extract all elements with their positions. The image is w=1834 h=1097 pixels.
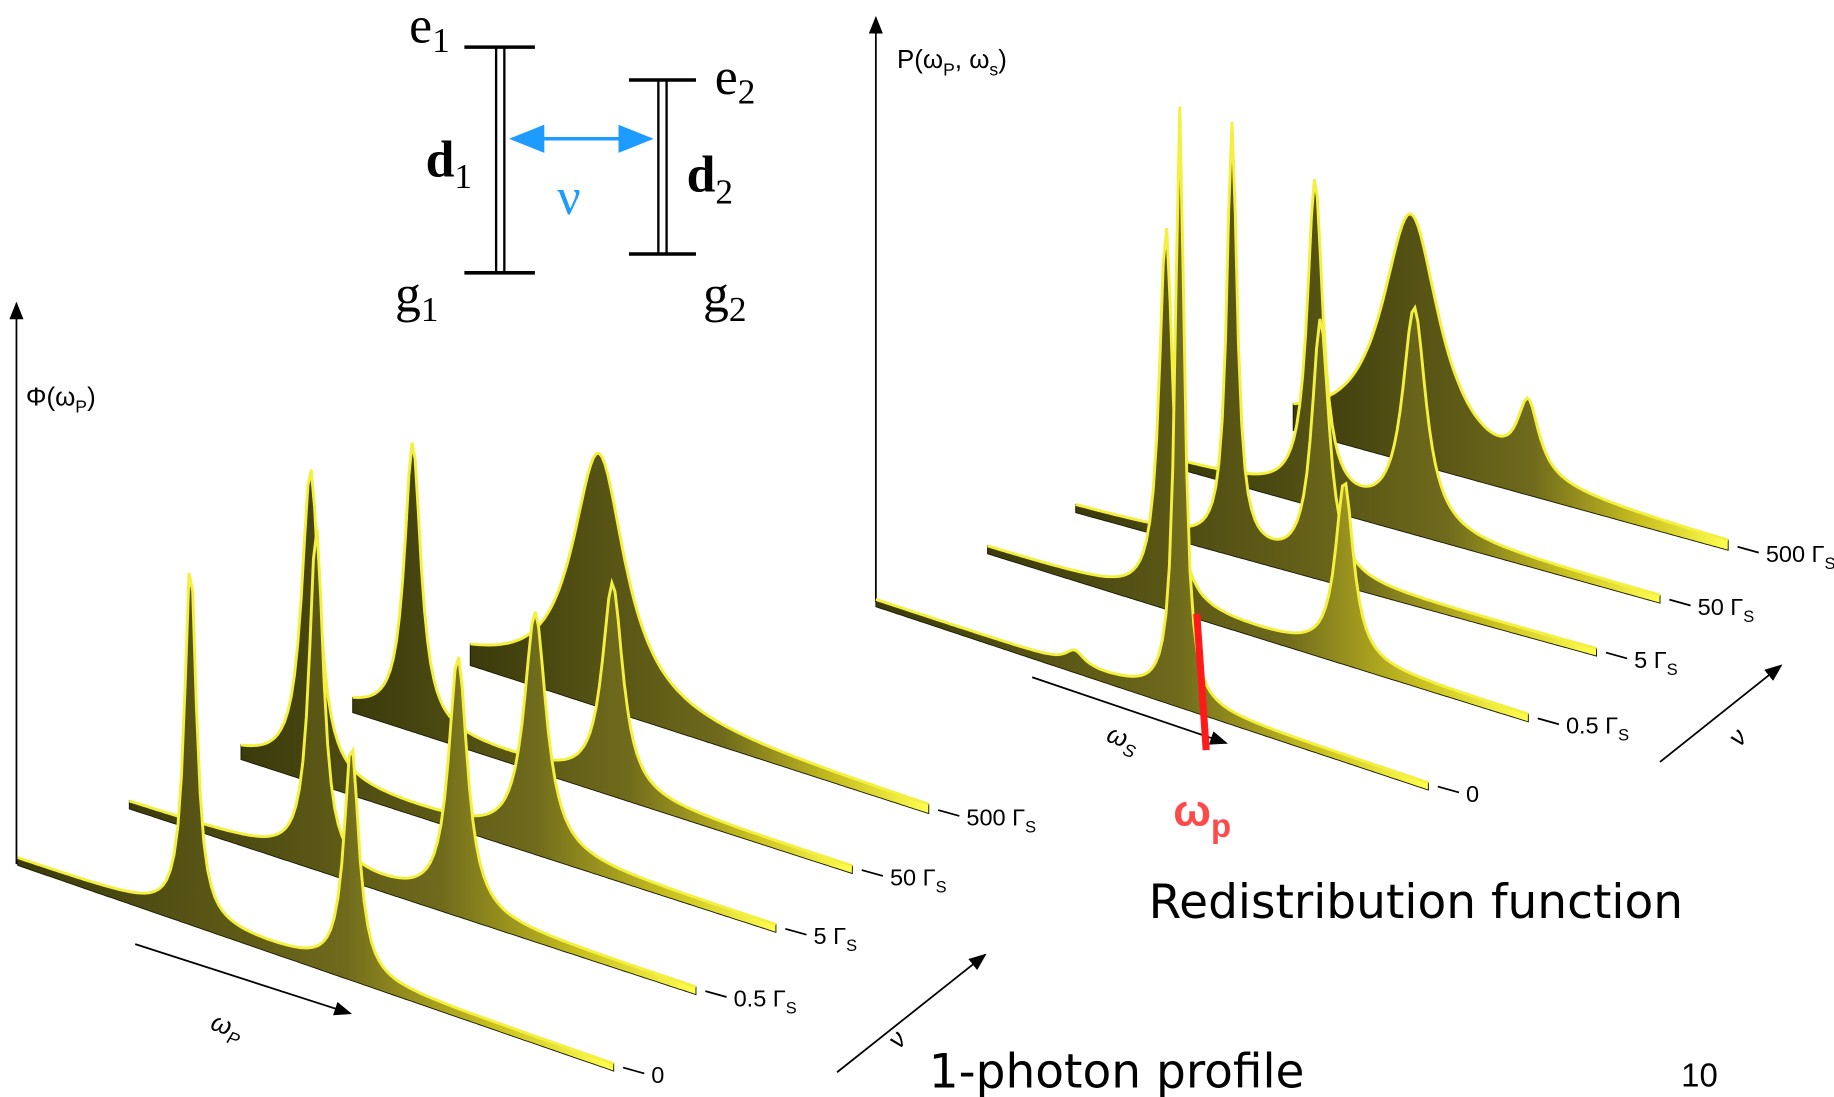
surface-ridge: [1293, 211, 1729, 542]
x-axis-label: ωP: [205, 1008, 247, 1050]
row-tick: [785, 927, 807, 936]
row-label-text: 0: [651, 1062, 664, 1088]
row-label: 0.5 ΓS: [1566, 713, 1629, 745]
row-label-text: 0: [1466, 781, 1479, 807]
surface-ridge: [987, 227, 1529, 716]
right-axes: [868, 15, 1783, 763]
row-label: 5 ΓS: [814, 923, 858, 955]
surface-ridge: [17, 572, 615, 1066]
row-label-text: 500 Γ: [1766, 541, 1825, 567]
surface-ridge: [875, 106, 1429, 785]
depth-arrow: [1659, 664, 1783, 763]
y-axis-label: Φ(ωP): [26, 384, 96, 417]
row-label-sub: S: [786, 999, 797, 1017]
row-label-sub: S: [1025, 818, 1036, 836]
level-label: g1: [395, 267, 438, 329]
surface-ridge: [352, 442, 853, 868]
row-label-text: 5 Γ: [814, 923, 847, 949]
level-label: e2: [715, 49, 756, 111]
surfaces: [17, 106, 1729, 1072]
marker-line: [1193, 613, 1210, 751]
row-label-sub: S: [1825, 555, 1834, 573]
row-tick: [1737, 545, 1759, 554]
surface-ridge: [128, 528, 697, 989]
row-label: 50 ΓS: [1698, 594, 1755, 626]
row-tick: [622, 1066, 645, 1075]
marker-label: ωp: [1173, 786, 1231, 844]
row-label: 500 ΓS: [966, 804, 1036, 836]
caption: Redistribution function: [1149, 875, 1683, 930]
x-axis-arrow: [1031, 676, 1228, 745]
row-label-sub: S: [1667, 661, 1678, 679]
level-label: g2: [703, 267, 746, 329]
level-diagram: [464, 45, 696, 275]
row-label-sub: S: [846, 937, 857, 955]
x-axis-arrow: [134, 943, 353, 1016]
row-tick: [1437, 785, 1460, 794]
y-axis-label: P(ωP, ωs): [897, 46, 1007, 79]
row-label-text: 50 Γ: [1698, 594, 1744, 620]
row-label-text: 0.5 Γ: [734, 985, 786, 1011]
left-axes: [9, 301, 987, 1073]
row-tick: [937, 809, 960, 817]
depth-label: ν: [883, 1026, 913, 1054]
x-axis-label: ωS: [1101, 720, 1143, 762]
row-label-text: 50 Γ: [890, 864, 936, 890]
caption: 1-photon profile: [929, 1045, 1305, 1097]
row-label-text: 5 Γ: [1634, 647, 1667, 673]
row-label-text: 500 Γ: [966, 804, 1025, 830]
row-label: 0: [651, 1062, 664, 1088]
row-label-text: 0.5 Γ: [1566, 713, 1618, 739]
row-label: 5 ΓS: [1634, 647, 1678, 679]
row-label: 50 ΓS: [890, 864, 947, 896]
row-tick: [1669, 598, 1691, 607]
row-label-sub: S: [936, 878, 947, 896]
level-label: d2: [687, 147, 733, 212]
depth-label: ν: [1723, 724, 1753, 752]
coupling-label: ν: [557, 169, 580, 226]
surface-strip: [875, 106, 1429, 791]
surface-ridge: [470, 451, 930, 806]
row-tick: [1537, 717, 1560, 726]
row-tick: [705, 990, 727, 998]
row-tick: [861, 869, 884, 877]
page-number: 10: [1681, 1056, 1718, 1093]
row-label: 0.5 ΓS: [734, 985, 797, 1017]
row-label: 500 ΓS: [1766, 541, 1834, 573]
row-label: 0: [1466, 781, 1479, 807]
surface-ridge: [240, 469, 777, 926]
level-labels: e1 e2 d1 d2 g1 g2 ν: [395, 0, 755, 329]
level-label: d1: [426, 131, 472, 196]
row-tick: [1605, 651, 1628, 660]
depth-arrow: [836, 953, 987, 1073]
level-label: e1: [409, 0, 450, 60]
surface-ridge: [1187, 179, 1661, 597]
row-label-sub: S: [1743, 608, 1754, 626]
row-label-sub: S: [1618, 727, 1629, 745]
